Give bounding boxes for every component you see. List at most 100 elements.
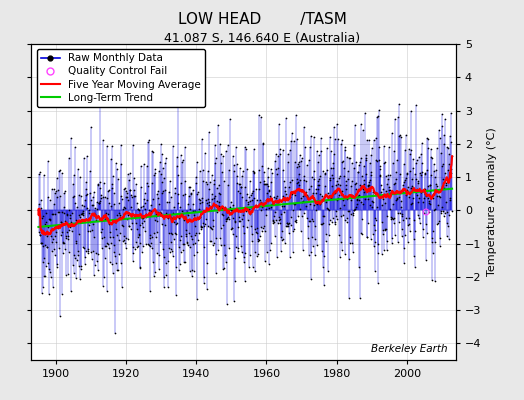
Point (124, 236, 133, 242)
Point (160, 283, 169, 290)
Point (374, 241, 383, 247)
Point (305, 144, 314, 150)
Point (96, 185, 105, 191)
Point (359, 176, 368, 183)
Point (395, 194, 403, 200)
Point (344, 294, 353, 301)
Point (158, 178, 166, 185)
Point (104, 240, 112, 247)
Point (213, 184, 221, 191)
Point (238, 249, 246, 255)
Point (140, 200, 149, 206)
Point (418, 160, 426, 166)
Point (238, 173, 247, 179)
Point (328, 183, 336, 189)
Point (61, 246, 70, 252)
Point (401, 131, 410, 138)
Point (283, 222, 291, 229)
Point (237, 184, 245, 190)
Point (146, 232, 155, 238)
Point (291, 192, 299, 199)
Point (430, 278, 439, 284)
Point (98, 235, 106, 241)
Point (195, 168, 204, 174)
Point (188, 208, 196, 214)
Point (267, 204, 275, 210)
Point (413, 179, 422, 186)
Point (168, 253, 177, 260)
Point (206, 179, 214, 185)
Point (210, 240, 219, 246)
Point (83, 190, 91, 197)
Point (38, 240, 46, 246)
Point (288, 130, 297, 136)
Point (205, 199, 214, 206)
Point (186, 184, 194, 190)
Point (135, 232, 143, 238)
Point (421, 171, 429, 177)
Point (286, 146, 294, 153)
Point (121, 240, 129, 246)
Point (271, 233, 279, 240)
Point (328, 219, 336, 226)
Point (323, 196, 332, 202)
Point (355, 182, 364, 188)
Point (341, 217, 350, 224)
Point (414, 177, 422, 184)
Point (148, 233, 156, 240)
Point (240, 254, 248, 260)
Point (311, 200, 320, 206)
Point (349, 210, 357, 216)
Point (432, 188, 440, 194)
Point (101, 194, 110, 200)
Point (40, 172, 49, 178)
Point (60, 210, 68, 216)
Point (136, 240, 145, 246)
Point (360, 188, 368, 195)
Point (46, 269, 54, 276)
Point (257, 114, 265, 120)
Point (62, 235, 70, 241)
Point (261, 205, 270, 212)
Point (183, 239, 191, 246)
Point (74, 192, 83, 198)
Point (269, 213, 278, 219)
Point (169, 236, 178, 242)
Point (321, 182, 330, 189)
Point (430, 168, 438, 175)
Point (350, 142, 358, 148)
Point (301, 190, 309, 197)
Point (197, 226, 205, 232)
Point (440, 141, 448, 147)
Point (82, 205, 91, 211)
Point (74, 248, 82, 254)
Point (147, 148, 156, 154)
Point (370, 268, 379, 274)
Point (156, 208, 165, 215)
Point (358, 127, 367, 133)
Point (94, 266, 102, 273)
Point (365, 137, 374, 143)
Point (58, 209, 67, 216)
Point (214, 122, 222, 128)
Point (112, 226, 120, 232)
Point (280, 203, 288, 209)
Point (401, 147, 409, 153)
Point (236, 164, 245, 171)
Point (308, 216, 316, 222)
Point (274, 152, 282, 159)
Point (90, 211, 99, 218)
Point (415, 215, 423, 221)
Point (316, 147, 325, 154)
Point (406, 168, 414, 174)
Point (380, 160, 388, 166)
Point (313, 148, 321, 154)
Point (128, 212, 136, 218)
Point (320, 253, 329, 259)
Point (224, 214, 232, 221)
Point (386, 190, 395, 196)
Point (72, 218, 81, 224)
Point (117, 284, 126, 291)
Point (293, 180, 302, 186)
Point (169, 143, 177, 149)
